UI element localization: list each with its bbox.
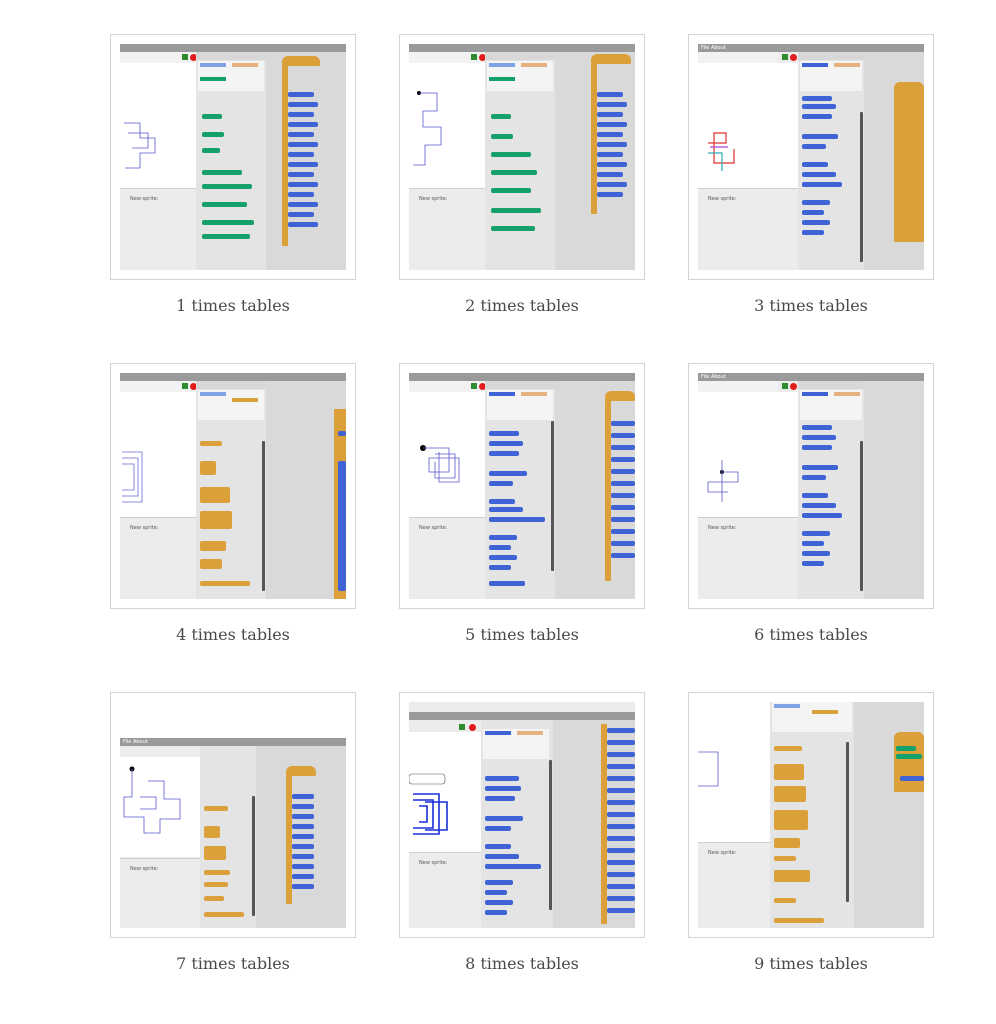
stage xyxy=(120,63,196,188)
palette xyxy=(798,381,864,599)
palette xyxy=(485,52,555,270)
menu-bar xyxy=(409,373,635,381)
scripting-area xyxy=(256,746,346,928)
green-flag-icon xyxy=(782,54,788,60)
snap-screenshot: New sprite: xyxy=(409,44,635,270)
snap-screenshot: New sprite: xyxy=(409,702,635,928)
palette xyxy=(196,52,266,270)
scripting-area xyxy=(553,720,635,928)
thumbnail-caption[interactable]: 6 times tables xyxy=(754,625,868,644)
snap-screenshot: File About New sprite: xyxy=(120,702,346,928)
scripting-area xyxy=(864,52,924,270)
snap-screenshot: New sprite: xyxy=(409,373,635,599)
pen-drawing xyxy=(122,451,143,503)
pen-drawing xyxy=(707,460,739,502)
thumbnail-caption[interactable]: 4 times tables xyxy=(176,625,290,644)
green-flag-icon xyxy=(182,383,188,389)
stop-icon xyxy=(790,54,797,61)
pen-drawing xyxy=(413,91,442,166)
menu-bar xyxy=(120,44,346,52)
menu-bar xyxy=(409,712,635,720)
pen-drawing xyxy=(698,751,719,787)
green-flag-icon xyxy=(471,383,477,389)
scripting-area xyxy=(555,381,635,599)
thumbnail-frame[interactable]: File About New sprite: xyxy=(110,692,356,938)
thumbnail-caption[interactable]: 1 times tables xyxy=(176,296,290,315)
new-sprite-label: New sprite: xyxy=(419,525,448,531)
palette xyxy=(485,381,555,599)
snap-screenshot: File About New sprite: xyxy=(698,373,924,599)
stage xyxy=(120,392,196,517)
thumbnail-caption[interactable]: 9 times tables xyxy=(754,954,868,973)
green-flag-icon xyxy=(471,54,477,60)
snap-screenshot: New sprite: xyxy=(698,702,924,928)
thumbnail-frame[interactable]: File About New sprite: xyxy=(688,34,934,280)
menu-bar: File About xyxy=(698,373,924,381)
thumbnail-frame[interactable]: New sprite: xyxy=(399,363,645,609)
stop-icon xyxy=(479,54,486,61)
new-sprite-label: New sprite: xyxy=(130,866,159,872)
new-sprite-label: New sprite: xyxy=(130,525,159,531)
menu-bar: File About xyxy=(698,44,924,52)
palette xyxy=(481,720,553,928)
stop-icon xyxy=(469,724,476,731)
snap-screenshot: File About New sprite: xyxy=(698,44,924,270)
thumbnail-frame[interactable]: New sprite: xyxy=(399,34,645,280)
menu-bar: File About xyxy=(120,738,346,746)
stop-icon xyxy=(190,54,197,61)
pen-drawing xyxy=(409,773,448,835)
thumbnail-caption[interactable]: 5 times tables xyxy=(465,625,579,644)
palette xyxy=(770,702,854,928)
snap-screenshot: New sprite: xyxy=(120,44,346,270)
thumbnail-caption[interactable]: 2 times tables xyxy=(465,296,579,315)
pen-drawing xyxy=(420,445,460,483)
green-flag-icon xyxy=(782,383,788,389)
thumbnail-frame[interactable]: New sprite: xyxy=(110,363,356,609)
thumbnail-frame[interactable]: File About New sprite: xyxy=(688,363,934,609)
pen-drawing xyxy=(123,766,181,834)
scripting-area xyxy=(266,52,346,270)
new-sprite-label: New sprite: xyxy=(130,196,159,202)
stop-icon xyxy=(790,383,797,390)
stage xyxy=(409,392,485,517)
thumbnail-frame[interactable]: New sprite: xyxy=(110,34,356,280)
menu-bar xyxy=(120,373,346,381)
new-sprite-label: New sprite: xyxy=(708,196,737,202)
thumbnail-frame[interactable]: New sprite: xyxy=(399,692,645,938)
palette xyxy=(798,52,864,270)
menu-bar xyxy=(409,44,635,52)
new-sprite-label: New sprite: xyxy=(419,196,448,202)
pen-drawing xyxy=(708,132,735,171)
stage xyxy=(409,732,481,852)
scripting-area xyxy=(854,702,924,928)
snap-screenshot: New sprite: xyxy=(120,373,346,599)
stage xyxy=(409,63,485,188)
thumbnail-caption[interactable]: 7 times tables xyxy=(176,954,290,973)
stage xyxy=(698,392,798,517)
scripting-area xyxy=(555,52,635,270)
stage xyxy=(698,63,798,188)
green-flag-icon xyxy=(182,54,188,60)
new-sprite-label: New sprite: xyxy=(708,850,737,856)
thumbnail-caption[interactable]: 8 times tables xyxy=(465,954,579,973)
scripting-area xyxy=(864,381,924,599)
stop-icon xyxy=(479,383,486,390)
stop-icon xyxy=(190,383,197,390)
palette xyxy=(196,381,266,599)
green-flag-icon xyxy=(459,724,465,730)
scripting-area xyxy=(266,381,346,599)
pen-drawing xyxy=(124,122,156,169)
palette xyxy=(200,746,256,928)
thumbnail-caption[interactable]: 3 times tables xyxy=(754,296,868,315)
thumbnail-frame[interactable]: New sprite: xyxy=(688,692,934,938)
stage xyxy=(698,702,770,842)
new-sprite-label: New sprite: xyxy=(708,525,737,531)
stage xyxy=(120,757,200,857)
new-sprite-label: New sprite: xyxy=(419,860,448,866)
